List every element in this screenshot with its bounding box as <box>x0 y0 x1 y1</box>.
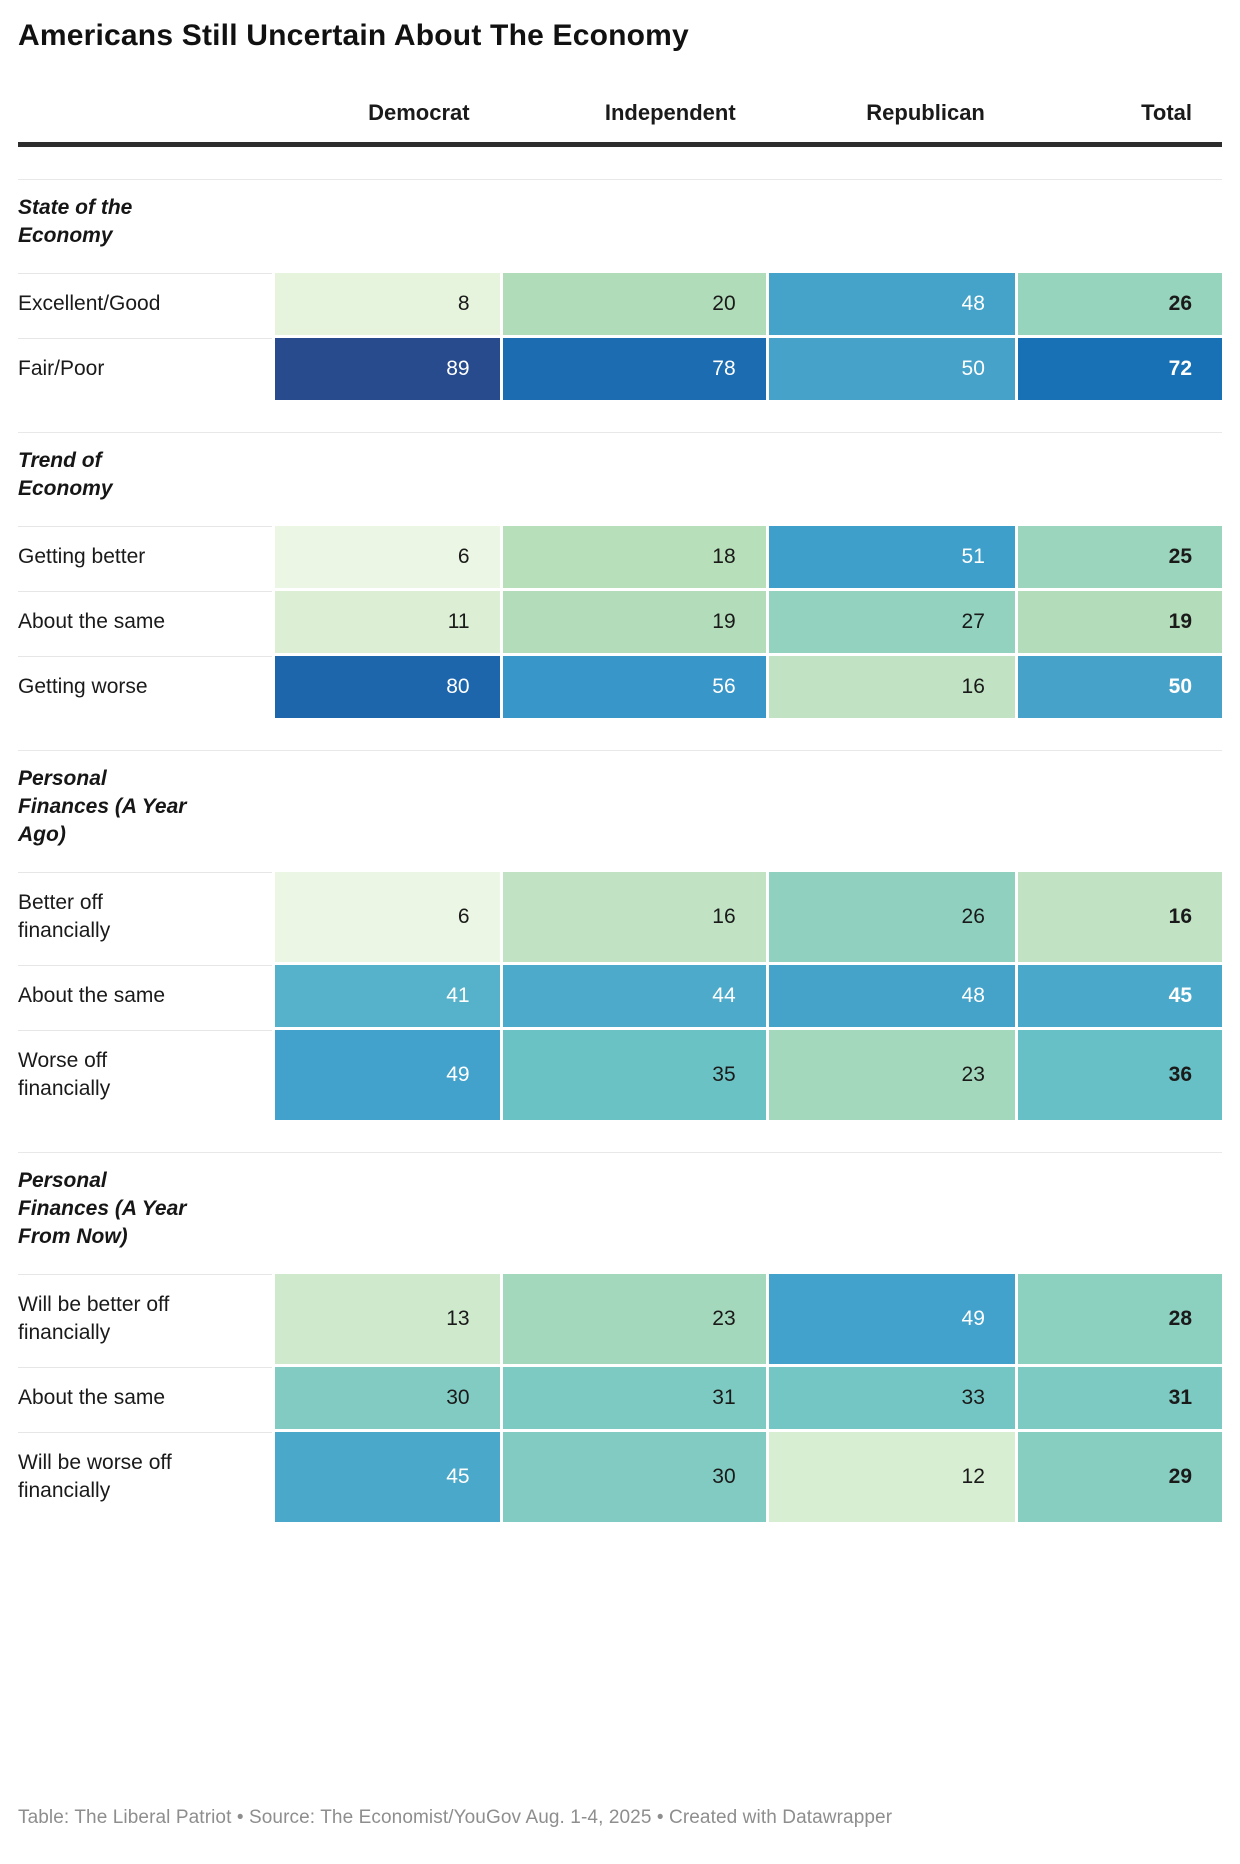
value-cell: 6 <box>272 869 500 962</box>
value-cell: 26 <box>1014 270 1222 335</box>
value-cell: 29 <box>1014 1429 1222 1522</box>
table-row: Will be better off financially 13 23 49 … <box>18 1271 1222 1364</box>
row-label: Will be worse off financially <box>18 1429 273 1522</box>
row-label: Excellent/Good <box>18 270 273 335</box>
value-cell: 31 <box>1014 1364 1222 1429</box>
section-header: Personal Finances (A Year From Now) <box>18 1169 187 1248</box>
section-header: State of the Economy <box>18 196 133 247</box>
value-cell: 78 <box>499 335 766 400</box>
section-separator-line <box>18 718 1222 751</box>
value-cell: 49 <box>272 1027 500 1120</box>
value-cell: 48 <box>765 270 1015 335</box>
value-cell: 16 <box>499 869 766 962</box>
row-label: Will be better off financially <box>18 1271 273 1364</box>
value-cell: 25 <box>1014 523 1222 588</box>
section-separator-row <box>18 1120 1222 1153</box>
row-label: Getting worse <box>18 653 273 718</box>
table-row: Excellent/Good 8 20 48 26 <box>18 270 1222 335</box>
section-header: Trend of Economy <box>18 449 113 500</box>
column-header-total: Total <box>1014 100 1222 147</box>
heatmap-table: Democrat Independent Republican Total St… <box>18 100 1222 1522</box>
table-header: Democrat Independent Republican Total <box>18 100 1222 147</box>
value-cell: 30 <box>499 1429 766 1522</box>
row-label: About the same <box>18 588 273 653</box>
table-row: Fair/Poor 89 78 50 72 <box>18 335 1222 400</box>
value-cell: 45 <box>272 1429 500 1522</box>
section-separator-line <box>18 1120 1222 1153</box>
value-cell: 18 <box>499 523 766 588</box>
section-header-row: Trend of Economy <box>18 433 1222 523</box>
value-cell: 51 <box>765 523 1015 588</box>
row-label: Fair/Poor <box>18 335 273 400</box>
value-cell: 12 <box>765 1429 1015 1522</box>
column-header-empty <box>18 100 273 147</box>
row-label: Worse off financially <box>18 1027 273 1120</box>
table-row: About the same 41 44 48 45 <box>18 962 1222 1027</box>
row-label: About the same <box>18 1364 273 1429</box>
section-separator-line <box>18 400 1222 433</box>
value-cell: 27 <box>765 588 1015 653</box>
value-cell: 35 <box>499 1027 766 1120</box>
section-header-row: State of the Economy <box>18 180 1222 270</box>
footer-credit: Table: The Liberal Patriot • Source: The… <box>18 1807 893 1828</box>
value-cell: 19 <box>499 588 766 653</box>
value-cell: 80 <box>272 653 500 718</box>
section-header-row: Personal Finances (A Year Ago) <box>18 751 1222 869</box>
column-header-independent: Independent <box>499 100 766 147</box>
value-cell: 33 <box>765 1364 1015 1429</box>
section-header: Personal Finances (A Year Ago) <box>18 767 187 846</box>
value-cell: 13 <box>272 1271 500 1364</box>
value-cell: 44 <box>499 962 766 1027</box>
value-cell: 6 <box>272 523 500 588</box>
section-header-row: Personal Finances (A Year From Now) <box>18 1153 1222 1271</box>
section-separator-line <box>18 147 1222 180</box>
value-cell: 31 <box>499 1364 766 1429</box>
section-separator-row <box>18 400 1222 433</box>
value-cell: 23 <box>499 1271 766 1364</box>
value-cell: 49 <box>765 1271 1015 1364</box>
row-label: Better off financially <box>18 869 273 962</box>
page-title: Americans Still Uncertain About The Econ… <box>18 19 689 52</box>
value-cell: 48 <box>765 962 1015 1027</box>
table-row: Better off financially 6 16 26 16 <box>18 869 1222 962</box>
section-separator-row <box>18 147 1222 180</box>
column-header-republican: Republican <box>765 100 1015 147</box>
section-separator-row <box>18 718 1222 751</box>
value-cell: 16 <box>1014 869 1222 962</box>
value-cell: 30 <box>272 1364 500 1429</box>
table-row: About the same 30 31 33 31 <box>18 1364 1222 1429</box>
table-row: About the same 11 19 27 19 <box>18 588 1222 653</box>
value-cell: 26 <box>765 869 1015 962</box>
value-cell: 50 <box>765 335 1015 400</box>
row-label: About the same <box>18 962 273 1027</box>
table-row: Will be worse off financially 45 30 12 2… <box>18 1429 1222 1522</box>
value-cell: 41 <box>272 962 500 1027</box>
value-cell: 11 <box>272 588 500 653</box>
value-cell: 20 <box>499 270 766 335</box>
value-cell: 72 <box>1014 335 1222 400</box>
value-cell: 89 <box>272 335 500 400</box>
table-row: Getting better 6 18 51 25 <box>18 523 1222 588</box>
value-cell: 16 <box>765 653 1015 718</box>
row-label: Getting better <box>18 523 273 588</box>
column-header-democrat: Democrat <box>272 100 500 147</box>
value-cell: 36 <box>1014 1027 1222 1120</box>
value-cell: 8 <box>272 270 500 335</box>
table-body: State of the Economy Excellent/Good 8 20… <box>18 147 1222 1522</box>
table-row: Getting worse 80 56 16 50 <box>18 653 1222 718</box>
value-cell: 56 <box>499 653 766 718</box>
value-cell: 45 <box>1014 962 1222 1027</box>
value-cell: 19 <box>1014 588 1222 653</box>
table-row: Worse off financially 49 35 23 36 <box>18 1027 1222 1120</box>
value-cell: 50 <box>1014 653 1222 718</box>
value-cell: 23 <box>765 1027 1015 1120</box>
value-cell: 28 <box>1014 1271 1222 1364</box>
